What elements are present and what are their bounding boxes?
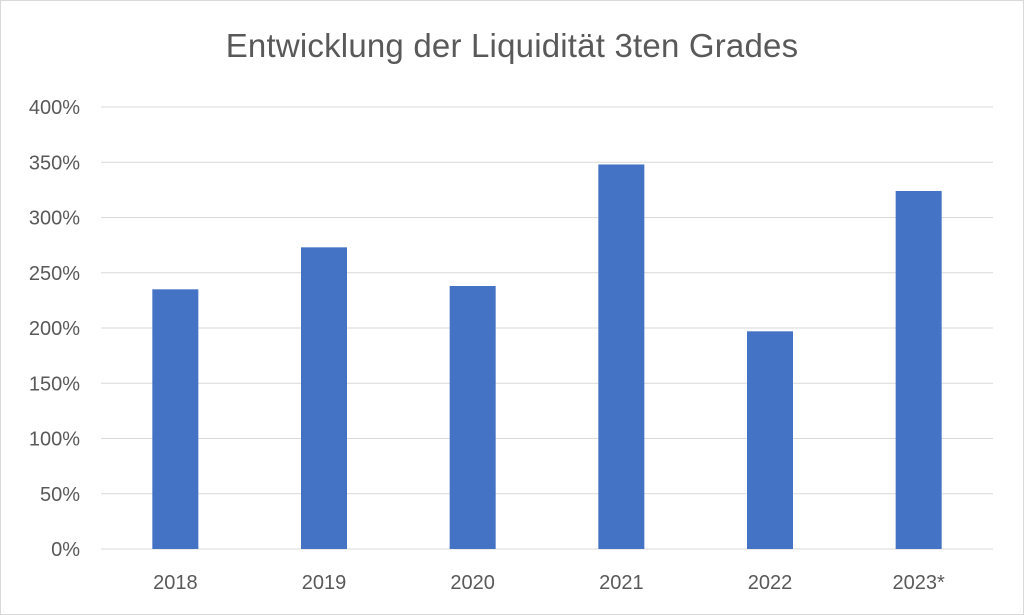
y-tick-label: 100% [29, 429, 80, 451]
y-tick-label: 400% [29, 97, 80, 119]
bar-2022 [747, 331, 793, 549]
x-tick-label: 2020 [450, 572, 495, 594]
x-tick-label: 2018 [153, 572, 198, 594]
y-tick-label: 200% [29, 318, 80, 340]
y-tick-label: 50% [40, 484, 80, 506]
x-tick-label: 2023* [893, 572, 945, 594]
x-tick-label: 2019 [302, 572, 347, 594]
y-tick-label: 300% [29, 208, 80, 230]
x-axis-ticks: 2018 2019 2020 2021 2022 2023* [153, 572, 945, 594]
x-tick-label: 2022 [748, 572, 793, 594]
y-tick-label: 250% [29, 263, 80, 285]
chart-title: Entwicklung der Liquidität 3ten Grades [225, 27, 799, 64]
gridlines [101, 106, 993, 550]
y-axis-ticks: 0% 50% 100% 150% 200% 250% 300% 350% 400% [29, 97, 80, 561]
bar-2018 [152, 289, 199, 549]
bar-2023 [895, 190, 942, 550]
bar-2019 [301, 247, 347, 549]
y-tick-label: 150% [29, 373, 80, 395]
bar-2020 [449, 286, 496, 549]
bar-2021 [598, 164, 645, 549]
bars [152, 164, 942, 550]
y-tick-label: 350% [29, 152, 80, 174]
y-tick-label: 0% [51, 539, 80, 561]
x-tick-label: 2021 [599, 572, 644, 594]
